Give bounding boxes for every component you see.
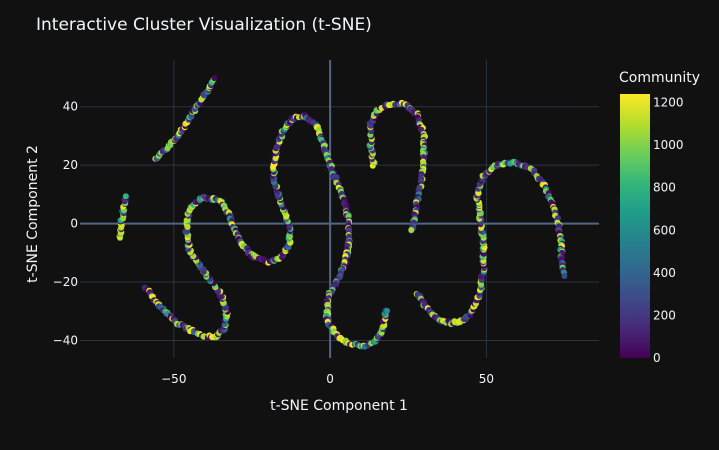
data-point[interactable]: [122, 193, 129, 200]
data-point[interactable]: [561, 273, 568, 279]
x-axis-ticks: −50 0 50: [161, 372, 494, 386]
colorbar-tick-label: 400: [653, 266, 676, 280]
colorbar-tick-label: 600: [653, 223, 676, 237]
plot-area[interactable]: [80, 60, 599, 358]
colorbar-gradient: [620, 94, 650, 358]
data-point[interactable]: [211, 75, 218, 82]
y-tick-label: 40: [63, 100, 78, 114]
data-point[interactable]: [384, 307, 390, 314]
y-tick-label: −40: [53, 333, 78, 347]
y-tick-label: 0: [70, 217, 78, 231]
colorbar-tick-label: 200: [653, 308, 676, 322]
y-axis-ticks: −40 −20 0 20 40: [53, 100, 78, 348]
colorbar-tick-label: 0: [653, 351, 661, 365]
data-points: [116, 75, 568, 350]
x-tick-label: 50: [479, 372, 494, 386]
data-point[interactable]: [408, 227, 415, 233]
colorbar-title: Community: [619, 70, 700, 86]
x-tick-label: 0: [326, 372, 334, 386]
colorbar-tick-label: 1200: [653, 96, 684, 110]
colorbar-ticks: 0 200 400 600 800 1000 1200: [653, 96, 684, 365]
y-tick-label: 20: [63, 158, 78, 172]
colorbar-tick-label: 800: [653, 181, 676, 195]
y-tick-label: −20: [53, 275, 78, 289]
x-tick-label: −50: [161, 372, 186, 386]
colorbar-tick-label: 1000: [653, 138, 684, 152]
x-axis-title: t-SNE Component 1: [270, 398, 408, 414]
y-axis-title: t-SNE Component 2: [25, 145, 41, 283]
chart-title: Interactive Cluster Visualization (t-SNE…: [36, 15, 372, 35]
